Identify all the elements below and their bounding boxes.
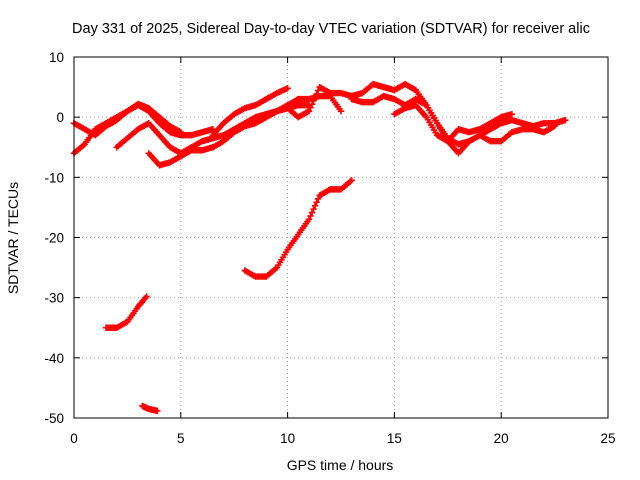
data-point	[551, 122, 558, 130]
x-tick-label: 5	[177, 431, 185, 446]
data-point	[310, 97, 317, 105]
y-tick-label: -50	[44, 411, 64, 426]
y-tick-label: -40	[44, 351, 64, 366]
data-point	[562, 116, 569, 124]
data-point	[305, 107, 313, 115]
chart-title: Day 331 of 2025, Sidereal Day-to-day VTE…	[72, 21, 590, 37]
y-tick-label: -10	[44, 170, 64, 185]
data-point	[337, 107, 345, 115]
x-tick-label: 15	[387, 431, 402, 446]
series-track-10	[102, 293, 150, 331]
data-point	[308, 209, 316, 216]
data-point	[308, 101, 316, 108]
y-axis: -50 -40 -30 -20 -10 0 10	[44, 50, 608, 426]
series-track-2	[70, 100, 184, 139]
data-point	[313, 199, 320, 206]
data-point	[310, 205, 317, 213]
x-tick-label: 10	[280, 431, 295, 446]
data-point	[284, 85, 291, 92]
data-point	[305, 216, 313, 223]
data-point	[307, 104, 314, 111]
data-point	[177, 129, 184, 136]
y-axis-label: SDTVAR / TECUs	[5, 182, 21, 294]
y-tick-label: 0	[56, 110, 64, 125]
data-point	[154, 407, 161, 414]
x-tick-label: 0	[70, 431, 78, 446]
data-point	[143, 293, 150, 300]
series-track-9	[241, 177, 355, 280]
series-track-6	[241, 80, 569, 148]
data-point	[348, 177, 355, 184]
data-point	[311, 94, 319, 101]
series-track-11	[139, 402, 161, 414]
series-track-5	[209, 85, 291, 139]
data-point	[307, 212, 314, 220]
x-tick-label: 20	[494, 431, 509, 446]
data-point	[313, 90, 320, 98]
series-track-8	[391, 101, 516, 145]
data-point	[311, 202, 319, 209]
data-marks	[70, 80, 569, 414]
y-tick-label: -30	[44, 291, 64, 306]
y-tick-label: -20	[44, 231, 64, 246]
data-point	[508, 110, 516, 118]
x-axis-label: GPS time / hours	[287, 457, 394, 473]
y-tick-label: 10	[49, 50, 64, 65]
x-tick-label: 25	[600, 431, 615, 446]
data-point	[314, 195, 322, 203]
x-axis: 0 5 10 15 20 25	[70, 57, 616, 446]
